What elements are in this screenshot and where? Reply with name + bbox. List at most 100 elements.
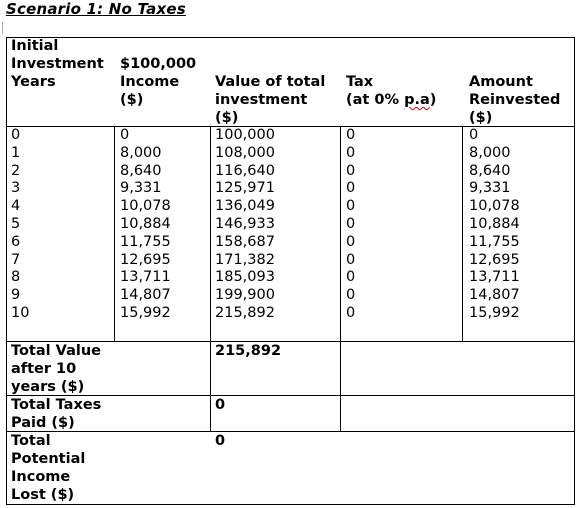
income-lost-value: 0 (215, 432, 225, 450)
value-cell: 215,892 (215, 305, 275, 323)
total-value-label-3: years ($) (11, 378, 84, 396)
income-cell: 9,331 (120, 180, 171, 198)
reinvested-cell: 0 (469, 127, 520, 145)
total-taxes-label: Total Taxes (11, 396, 101, 414)
income-cell: 8,000 (120, 145, 171, 163)
table-top-border (6, 37, 575, 38)
income-header-unit: ($) (120, 91, 143, 109)
year-cell: 4 (11, 198, 29, 216)
value-cell: 108,000 (215, 145, 275, 163)
year-cell: 3 (11, 180, 29, 198)
income-lost-label-2: Potential (11, 450, 85, 468)
table-left-border (6, 37, 7, 505)
tax-header: Tax (346, 73, 373, 91)
year-cell: 9 (11, 287, 29, 305)
value-cell: 116,640 (215, 163, 275, 181)
reinvested-cell: 13,711 (469, 269, 520, 287)
value-cell: 136,049 (215, 198, 275, 216)
year-cell: 5 (11, 216, 29, 234)
reinvested-column: 0 8,000 8,640 9,331 10,078 10,884 11,755 12,695… (469, 127, 520, 323)
reinvested-cell: 11,755 (469, 234, 520, 252)
reinvested-cell: 14,807 (469, 287, 520, 305)
tax-cell: 0 (346, 163, 355, 181)
value-cell: 146,933 (215, 216, 275, 234)
income-cell: 8,640 (120, 163, 171, 181)
total-value: 215,892 (215, 342, 281, 360)
tax-header-rate: (at 0% p.a) (346, 91, 436, 109)
col-divider-tax (462, 126, 463, 342)
income-column: 0 8,000 8,640 9,331 10,078 10,884 11,755 12,695… (120, 127, 171, 323)
tax-rate-pa: p.a (404, 92, 430, 108)
investment-label: Investment (11, 55, 104, 73)
value-cell: 125,971 (215, 180, 275, 198)
value-cell: 171,382 (215, 252, 275, 270)
tax-cell: 0 (346, 145, 355, 163)
margin-marker (2, 22, 3, 34)
total-taxes-label-2: Paid ($) (11, 414, 75, 432)
value-column: 100,000 108,000 116,640 125,971 136,049 146,9… (215, 127, 275, 323)
tax-cell: 0 (346, 234, 355, 252)
year-cell: 7 (11, 252, 29, 270)
years-header: Years (11, 73, 56, 91)
reinvested-cell: 10,884 (469, 216, 520, 234)
tax-rate-prefix: (at 0% (346, 92, 404, 108)
initial-investment-value: $100,000 (120, 55, 196, 73)
income-cell: 14,807 (120, 287, 171, 305)
reinvested-cell: 15,992 (469, 305, 520, 323)
reinvested-header-unit: ($) (469, 109, 492, 127)
year-cell: 8 (11, 269, 29, 287)
table-right-border (574, 37, 575, 505)
tax-cell: 0 (346, 180, 355, 198)
year-cell: 0 (11, 127, 29, 145)
year-cell: 6 (11, 234, 29, 252)
tax-cell: 0 (346, 287, 355, 305)
year-cell: 1 (11, 145, 29, 163)
col-divider-income (210, 126, 211, 432)
value-header: Value of total (215, 73, 325, 91)
value-cell: 185,093 (215, 269, 275, 287)
total-value-label-2: after 10 (11, 360, 76, 378)
year-cell: 10 (11, 305, 29, 323)
reinvested-cell: 9,331 (469, 180, 520, 198)
page-title: Scenario 1: No Taxes (6, 0, 186, 18)
col-divider-years (114, 126, 115, 342)
income-cell: 13,711 (120, 269, 171, 287)
value-header-unit: ($) (215, 109, 238, 127)
income-lost-label-3: Income (11, 468, 70, 486)
income-cell: 12,695 (120, 252, 171, 270)
income-lost-label: Total (11, 432, 51, 450)
year-cell: 2 (11, 163, 29, 181)
reinvested-cell: 12,695 (469, 252, 520, 270)
tax-cell: 0 (346, 198, 355, 216)
tax-cell: 0 (346, 127, 355, 145)
income-cell: 15,992 (120, 305, 171, 323)
income-cell: 10,078 (120, 198, 171, 216)
value-header-2: investment (215, 91, 307, 109)
value-cell: 100,000 (215, 127, 275, 145)
reinvested-header: Amount (469, 73, 533, 91)
income-header: Income (120, 73, 179, 91)
value-cell: 199,900 (215, 287, 275, 305)
reinvested-cell: 8,640 (469, 163, 520, 181)
total-value-label: Total Value (11, 342, 101, 360)
reinvested-header-2: Reinvested (469, 91, 560, 109)
tax-cell: 0 (346, 216, 355, 234)
income-cell: 10,884 (120, 216, 171, 234)
tax-cell: 0 (346, 252, 355, 270)
income-cell: 11,755 (120, 234, 171, 252)
income-cell: 0 (120, 127, 171, 145)
value-cell: 158,687 (215, 234, 275, 252)
reinvested-cell: 10,078 (469, 198, 520, 216)
col-divider-value (340, 126, 341, 432)
income-lost-label-4: Lost ($) (11, 486, 74, 504)
summary-divider-2 (6, 431, 575, 432)
initial-label: Initial (11, 37, 58, 55)
years-column: 0 1 2 3 4 5 6 7 8 9 10 (11, 127, 29, 323)
total-taxes-value: 0 (215, 396, 225, 414)
tax-cell: 0 (346, 269, 355, 287)
tax-cell: 0 (346, 305, 355, 323)
tax-rate-suffix: ) (430, 92, 437, 108)
table-bottom-border (6, 504, 575, 505)
reinvested-cell: 8,000 (469, 145, 520, 163)
